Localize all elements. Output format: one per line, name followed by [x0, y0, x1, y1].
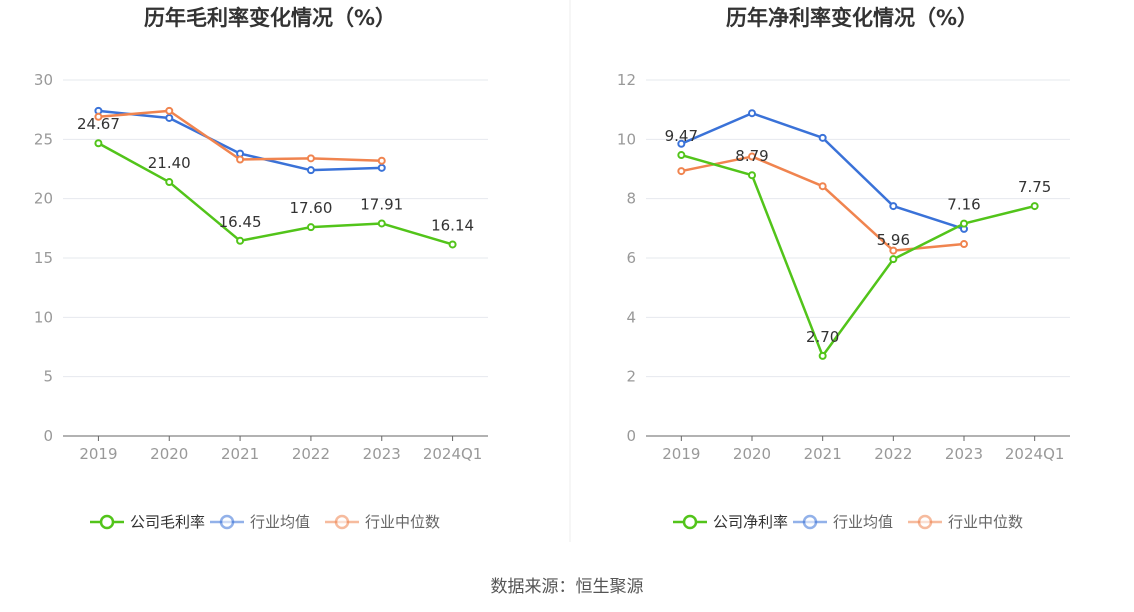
y-tick-label: 25: [34, 130, 53, 148]
legend-marker: [219, 514, 235, 530]
x-tick-label: 2023: [363, 445, 401, 463]
x-tick-label: 2024Q1: [1005, 445, 1065, 463]
legend-item-0[interactable]: 公司净利率: [673, 513, 788, 531]
data-point: [818, 351, 827, 360]
legend-label: 公司毛利率: [130, 513, 205, 531]
x-tick-label: 2021: [804, 445, 842, 463]
legend-item-0[interactable]: 公司毛利率: [90, 513, 205, 531]
data-label: 7.75: [1018, 178, 1051, 196]
data-point: [1030, 202, 1039, 211]
data-point: [889, 246, 898, 255]
y-tick-label: 6: [626, 249, 636, 267]
data-point: [165, 113, 174, 122]
legend-label: 行业中位数: [948, 513, 1023, 531]
legend-marker: [802, 514, 818, 530]
series-line-0: [97, 142, 453, 246]
data-label: 16.45: [219, 213, 262, 231]
x-tick-label: 2019: [79, 445, 117, 463]
legend-item-2[interactable]: 行业中位数: [325, 513, 440, 531]
x-tick-label: 2023: [945, 445, 983, 463]
legend-marker: [682, 514, 698, 530]
legend-item-2[interactable]: 行业中位数: [908, 513, 1023, 531]
gross-margin-chart: 历年毛利率变化情况（%） 0 5 10 15 20 25 30 2019 2020 2021 202…: [34, 6, 488, 531]
data-point: [377, 219, 386, 228]
data-point: [889, 202, 898, 211]
data-point: [165, 106, 174, 115]
y-tick-label: 20: [34, 190, 53, 208]
data-source: 数据来源：恒生聚源: [491, 577, 644, 597]
data-label: 7.16: [947, 196, 980, 214]
legend-marker: [99, 514, 115, 530]
y-tick-label: 10: [34, 308, 53, 326]
y-tick-label: 2: [626, 368, 636, 386]
y-tick-label: 15: [34, 249, 53, 267]
data-point: [448, 240, 457, 249]
data-label: 9.47: [665, 127, 698, 145]
data-point: [236, 155, 245, 164]
x-tick-label: 2019: [662, 445, 700, 463]
data-point: [377, 156, 386, 165]
legend-item-1[interactable]: 行业均值: [793, 513, 893, 531]
data-point: [748, 171, 756, 180]
chart-title: 历年毛利率变化情况（%）: [144, 6, 396, 30]
x-tick-label: 2020: [733, 445, 771, 463]
legend-marker: [334, 514, 350, 530]
data-point: [818, 182, 827, 191]
series-line-1: [680, 111, 965, 231]
legend-marker: [917, 514, 933, 530]
data-point: [960, 219, 968, 228]
legend-label: 行业均值: [833, 513, 893, 531]
y-tick-label: 4: [626, 308, 636, 326]
data-point: [677, 151, 686, 160]
y-tick-label: 0: [43, 427, 53, 445]
legend-item-1[interactable]: 行业均值: [210, 513, 310, 531]
data-point: [377, 163, 386, 172]
data-point: [306, 223, 315, 232]
data-point: [748, 109, 756, 118]
data-label: 16.14: [431, 216, 474, 234]
legend-label: 公司净利率: [713, 513, 788, 531]
x-tick-label: 2022: [874, 445, 912, 463]
legend-label: 行业中位数: [365, 513, 440, 531]
data-label: 24.67: [77, 115, 120, 133]
data-point: [818, 133, 827, 142]
x-tick-label: 2021: [221, 445, 259, 463]
y-tick-label: 30: [34, 71, 53, 89]
y-tick-label: 12: [617, 71, 636, 89]
series-line-0: [680, 153, 1035, 358]
y-tick-label: 8: [626, 190, 636, 208]
data-label: 17.60: [289, 199, 332, 217]
legend-label: 行业均值: [250, 513, 310, 531]
data-point: [94, 139, 103, 148]
data-point: [677, 167, 686, 176]
chart-title: 历年净利率变化情况（%）: [726, 6, 978, 30]
data-point: [236, 236, 245, 245]
data-point: [748, 152, 756, 161]
data-label: 21.40: [148, 154, 191, 172]
data-label: 17.91: [360, 195, 403, 213]
data-point: [960, 240, 968, 249]
y-tick-label: 5: [43, 368, 53, 386]
series-line-2: [681, 155, 965, 252]
x-tick-label: 2020: [150, 445, 188, 463]
x-tick-label: 2022: [292, 445, 330, 463]
data-label: 5.96: [877, 231, 910, 249]
net-margin-chart: 历年净利率变化情况（%） 0 2 4 6 8 10 12 2019 2020 2021 2022 20…: [617, 6, 1070, 531]
x-tick-label: 2024Q1: [423, 445, 483, 463]
data-point: [306, 166, 315, 175]
data-point: [94, 112, 103, 121]
y-tick-label: 10: [617, 130, 636, 148]
data-point: [306, 154, 315, 163]
data-point: [165, 178, 174, 187]
data-point: [677, 139, 686, 148]
data-label: 2.70: [806, 328, 839, 346]
data-label: 8.79: [735, 147, 768, 165]
data-point: [889, 255, 898, 264]
y-tick-label: 0: [626, 427, 636, 445]
